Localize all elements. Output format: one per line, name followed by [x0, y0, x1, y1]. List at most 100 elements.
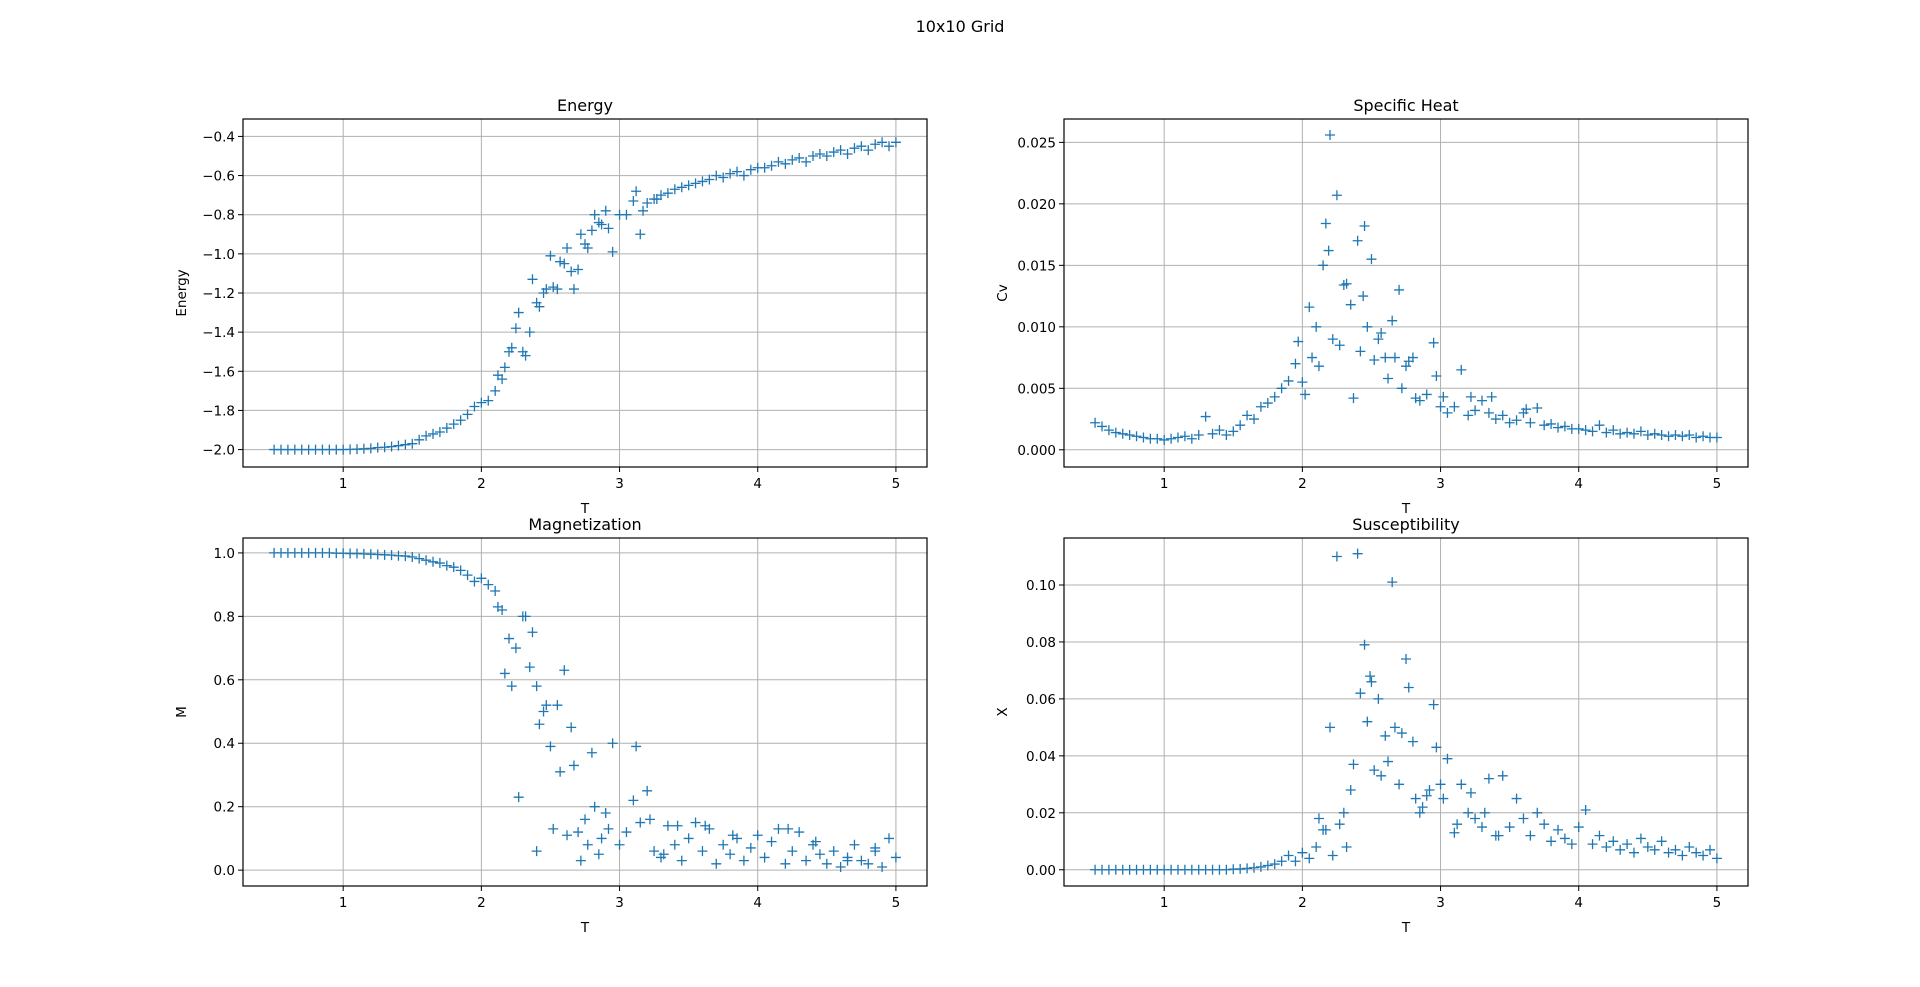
y-tick-label: 0.00	[1026, 863, 1056, 879]
data-point-marker	[700, 820, 711, 831]
data-point-marker	[1479, 807, 1490, 818]
data-point-marker	[1323, 245, 1334, 256]
x-tick-label: 5	[892, 895, 901, 911]
data-point-marker	[1629, 847, 1639, 858]
data-point-marker	[1389, 722, 1400, 733]
data-point-marker	[1539, 420, 1550, 431]
data-point-marker	[1318, 260, 1329, 271]
data-point-marker	[1580, 804, 1591, 815]
data-point-marker	[1642, 841, 1653, 852]
data-point-marker	[1580, 425, 1591, 436]
x-tick-label: 4	[753, 476, 762, 492]
data-point-marker	[1373, 334, 1384, 345]
data-point-marker	[1355, 346, 1366, 357]
data-point-marker	[1525, 830, 1536, 841]
data-point-marker	[766, 160, 777, 171]
data-point-marker	[582, 242, 593, 253]
data-point-marker	[651, 194, 662, 205]
data-point-marker	[552, 700, 563, 711]
data-point-marker	[506, 681, 517, 692]
data-point-marker	[1304, 853, 1315, 864]
data-point-marker	[1511, 793, 1522, 804]
data-point-marker	[727, 830, 738, 841]
data-point-marker	[1414, 807, 1425, 818]
data-point-marker	[534, 301, 545, 312]
data-point-marker	[414, 553, 425, 564]
susceptibility-subplot: 1 2 3 4 5 0.00 0.02 0.04 0.06 0.08 0.10 Susceptibil…	[995, 515, 1749, 936]
data-point-marker	[1255, 861, 1266, 872]
y-tick-label: 0.010	[1017, 320, 1056, 336]
data-point-marker	[513, 792, 524, 803]
data-point-marker	[1601, 427, 1612, 438]
data-point-marker	[773, 823, 784, 834]
data-point-marker	[863, 145, 874, 156]
data-point-marker	[1110, 427, 1121, 438]
data-point-marker	[504, 633, 514, 644]
data-point-marker	[555, 766, 566, 777]
subplot-title: Magnetization	[528, 515, 641, 534]
data-point-marker	[1449, 401, 1460, 412]
axes-frame	[1063, 537, 1749, 887]
data-point-marker	[1497, 770, 1508, 781]
data-point-marker	[725, 168, 736, 179]
data-point-marker	[524, 327, 535, 338]
data-point-marker	[738, 855, 749, 866]
data-point-marker	[884, 141, 894, 152]
data-point-marker	[635, 817, 646, 828]
data-point-marker	[1320, 218, 1331, 229]
data-point-marker	[1228, 426, 1239, 437]
data-point-marker	[1622, 839, 1633, 850]
data-point-marker	[1518, 813, 1529, 824]
data-point-marker	[407, 552, 418, 563]
data-point-marker	[1313, 361, 1324, 372]
x-tick-label: 3	[1436, 895, 1445, 911]
data-point-marker	[1477, 395, 1487, 406]
data-point-marker	[718, 839, 729, 850]
data-point-marker	[1559, 833, 1570, 844]
x-tick-label: 2	[477, 476, 486, 492]
data-point-marker	[365, 443, 376, 454]
x-axis-label: T	[1401, 501, 1411, 517]
data-point-marker	[1463, 807, 1474, 818]
data-point-marker	[1276, 383, 1287, 394]
data-point-marker	[1334, 340, 1345, 351]
data-point-marker	[745, 164, 756, 175]
data-point-marker	[621, 827, 632, 838]
data-point-marker	[745, 842, 756, 853]
data-point-marker	[1470, 405, 1481, 416]
data-point-marker	[794, 152, 805, 163]
data-point-marker	[1262, 860, 1273, 871]
data-point-marker	[1431, 371, 1442, 382]
data-point-marker	[534, 719, 545, 730]
data-point-marker	[1345, 785, 1356, 796]
x-tick-label: 4	[1574, 476, 1583, 492]
data-point-marker	[1559, 421, 1570, 432]
data-point-marker	[490, 385, 501, 396]
data-point-marker	[658, 849, 669, 860]
axes-frame	[242, 118, 928, 468]
data-point-marker	[575, 855, 586, 866]
data-point-marker	[1103, 425, 1114, 436]
data-point-marker	[1359, 220, 1370, 231]
data-point-marker	[676, 182, 687, 193]
data-point-marker	[1311, 841, 1322, 852]
data-point-marker	[593, 849, 604, 860]
data-point-marker	[1334, 819, 1345, 830]
data-point-marker	[1601, 841, 1612, 852]
data-point-marker	[801, 156, 812, 167]
data-point-marker	[877, 861, 888, 872]
data-point-marker	[890, 852, 901, 863]
data-point-marker	[718, 172, 729, 183]
data-point-marker	[773, 156, 784, 167]
data-point-marker	[1369, 765, 1380, 776]
data-point-marker	[1290, 358, 1301, 369]
y-tick-label: 0.06	[1026, 692, 1056, 708]
data-point-marker	[575, 229, 586, 240]
data-point-marker	[1221, 430, 1232, 441]
data-point-marker	[1504, 417, 1515, 428]
data-point-marker	[1546, 418, 1557, 429]
data-point-marker	[662, 820, 673, 831]
data-point-marker	[600, 808, 611, 819]
data-point-marker	[1269, 391, 1280, 402]
